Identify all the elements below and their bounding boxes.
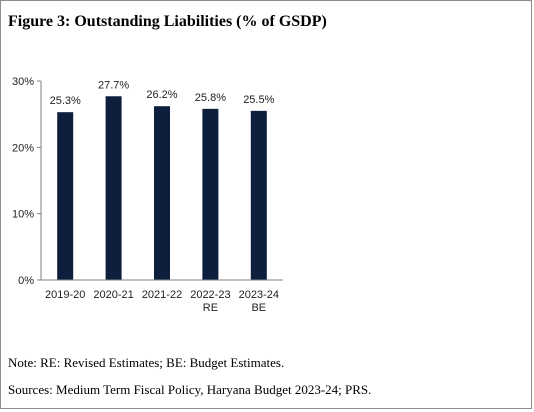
- data-label: 25.3%: [50, 95, 81, 107]
- y-tick-label: 30%: [12, 76, 34, 88]
- bars: [57, 96, 267, 280]
- bar: [105, 96, 122, 280]
- bar-chart: 0% 10% 20% 30% 25.3% 27.7% 26.2% 25.8% 25.5% 20…: [12, 76, 283, 314]
- x-tick-label: BE: [251, 302, 266, 314]
- data-labels: 25.3% 27.7% 26.2% 25.8% 25.5%: [50, 79, 275, 107]
- y-axis: 0% 10% 20% 30%: [12, 76, 42, 287]
- x-tick-label: 2020-21: [93, 289, 133, 301]
- bar: [154, 106, 170, 280]
- data-label: 27.7%: [98, 79, 129, 91]
- data-label: 25.5%: [243, 94, 274, 106]
- footnote: Note: RE: Revised Estimates; BE: Budget …: [8, 355, 285, 370]
- bar: [202, 108, 219, 280]
- bar: [57, 112, 74, 280]
- y-tick-label: 0%: [18, 275, 34, 287]
- x-tick-label: 2023-24: [239, 289, 279, 301]
- data-label: 25.8%: [195, 92, 226, 104]
- x-tick-label: 2022-23: [190, 289, 230, 301]
- bar: [250, 110, 267, 280]
- sources-line: Sources: Medium Term Fiscal Policy, Hary…: [8, 382, 372, 397]
- figure-title: Figure 3: Outstanding Liabilities (% of …: [8, 13, 327, 30]
- x-tick-label: RE: [203, 302, 218, 314]
- data-label: 26.2%: [146, 89, 177, 101]
- y-tick-label: 20%: [12, 142, 34, 154]
- x-tick-label: 2019-20: [45, 289, 85, 301]
- x-tick-label: 2021-22: [142, 289, 182, 301]
- y-tick-label: 10%: [12, 209, 34, 221]
